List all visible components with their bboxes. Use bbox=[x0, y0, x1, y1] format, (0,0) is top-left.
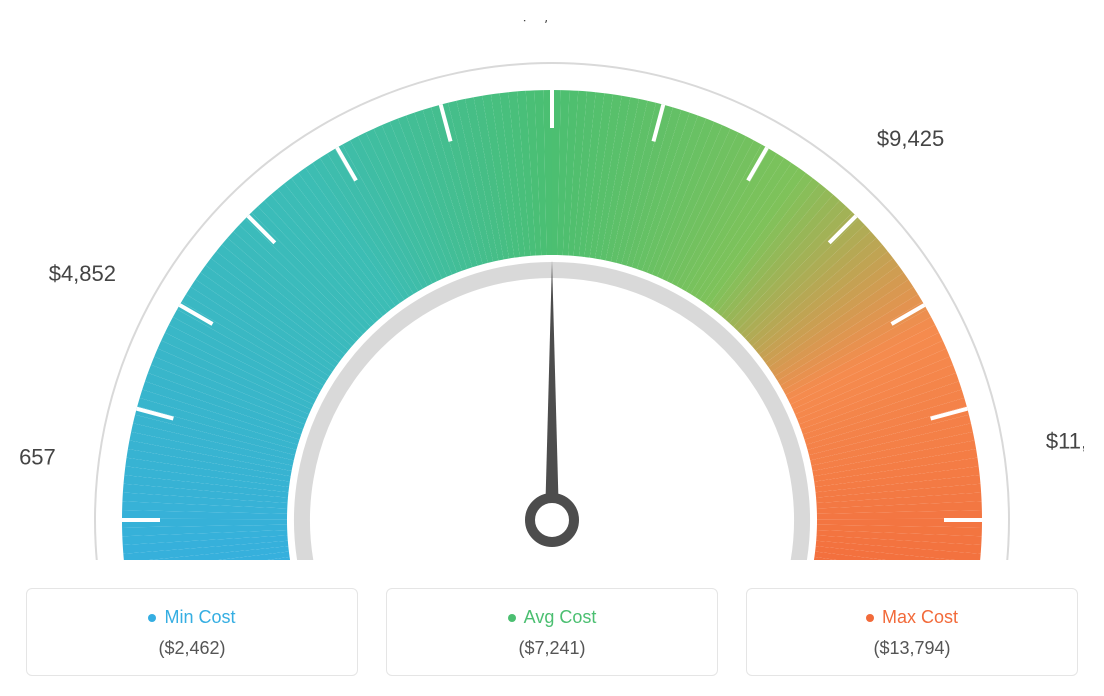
legend-dot-avg bbox=[508, 614, 516, 622]
gauge-chart: $2,462$3,657$4,852$7,241$9,425$11,609$13… bbox=[20, 20, 1084, 560]
legend-title-max: Max Cost bbox=[882, 607, 958, 628]
gauge-tick-label: $7,241 bbox=[518, 20, 585, 25]
gauge-needle-hub bbox=[530, 498, 574, 542]
legend-value-avg: ($7,241) bbox=[397, 638, 707, 659]
gauge-tick-label: $9,425 bbox=[877, 126, 944, 151]
gauge-needle bbox=[545, 260, 559, 520]
gauge-tick-label: $3,657 bbox=[20, 445, 56, 470]
legend-row: Min Cost ($2,462) Avg Cost ($7,241) Max … bbox=[20, 588, 1084, 676]
legend-value-min: ($2,462) bbox=[37, 638, 347, 659]
legend-card-min: Min Cost ($2,462) bbox=[26, 588, 358, 676]
legend-dot-min bbox=[148, 614, 156, 622]
legend-card-max: Max Cost ($13,794) bbox=[746, 588, 1078, 676]
gauge-svg: $2,462$3,657$4,852$7,241$9,425$11,609$13… bbox=[20, 20, 1084, 560]
gauge-tick-label: $4,852 bbox=[49, 261, 116, 286]
legend-dot-max bbox=[866, 614, 874, 622]
legend-card-avg: Avg Cost ($7,241) bbox=[386, 588, 718, 676]
legend-title-min: Min Cost bbox=[164, 607, 235, 628]
gauge-tick-label: $11,609 bbox=[1046, 428, 1084, 453]
legend-value-max: ($13,794) bbox=[757, 638, 1067, 659]
legend-title-avg: Avg Cost bbox=[524, 607, 597, 628]
